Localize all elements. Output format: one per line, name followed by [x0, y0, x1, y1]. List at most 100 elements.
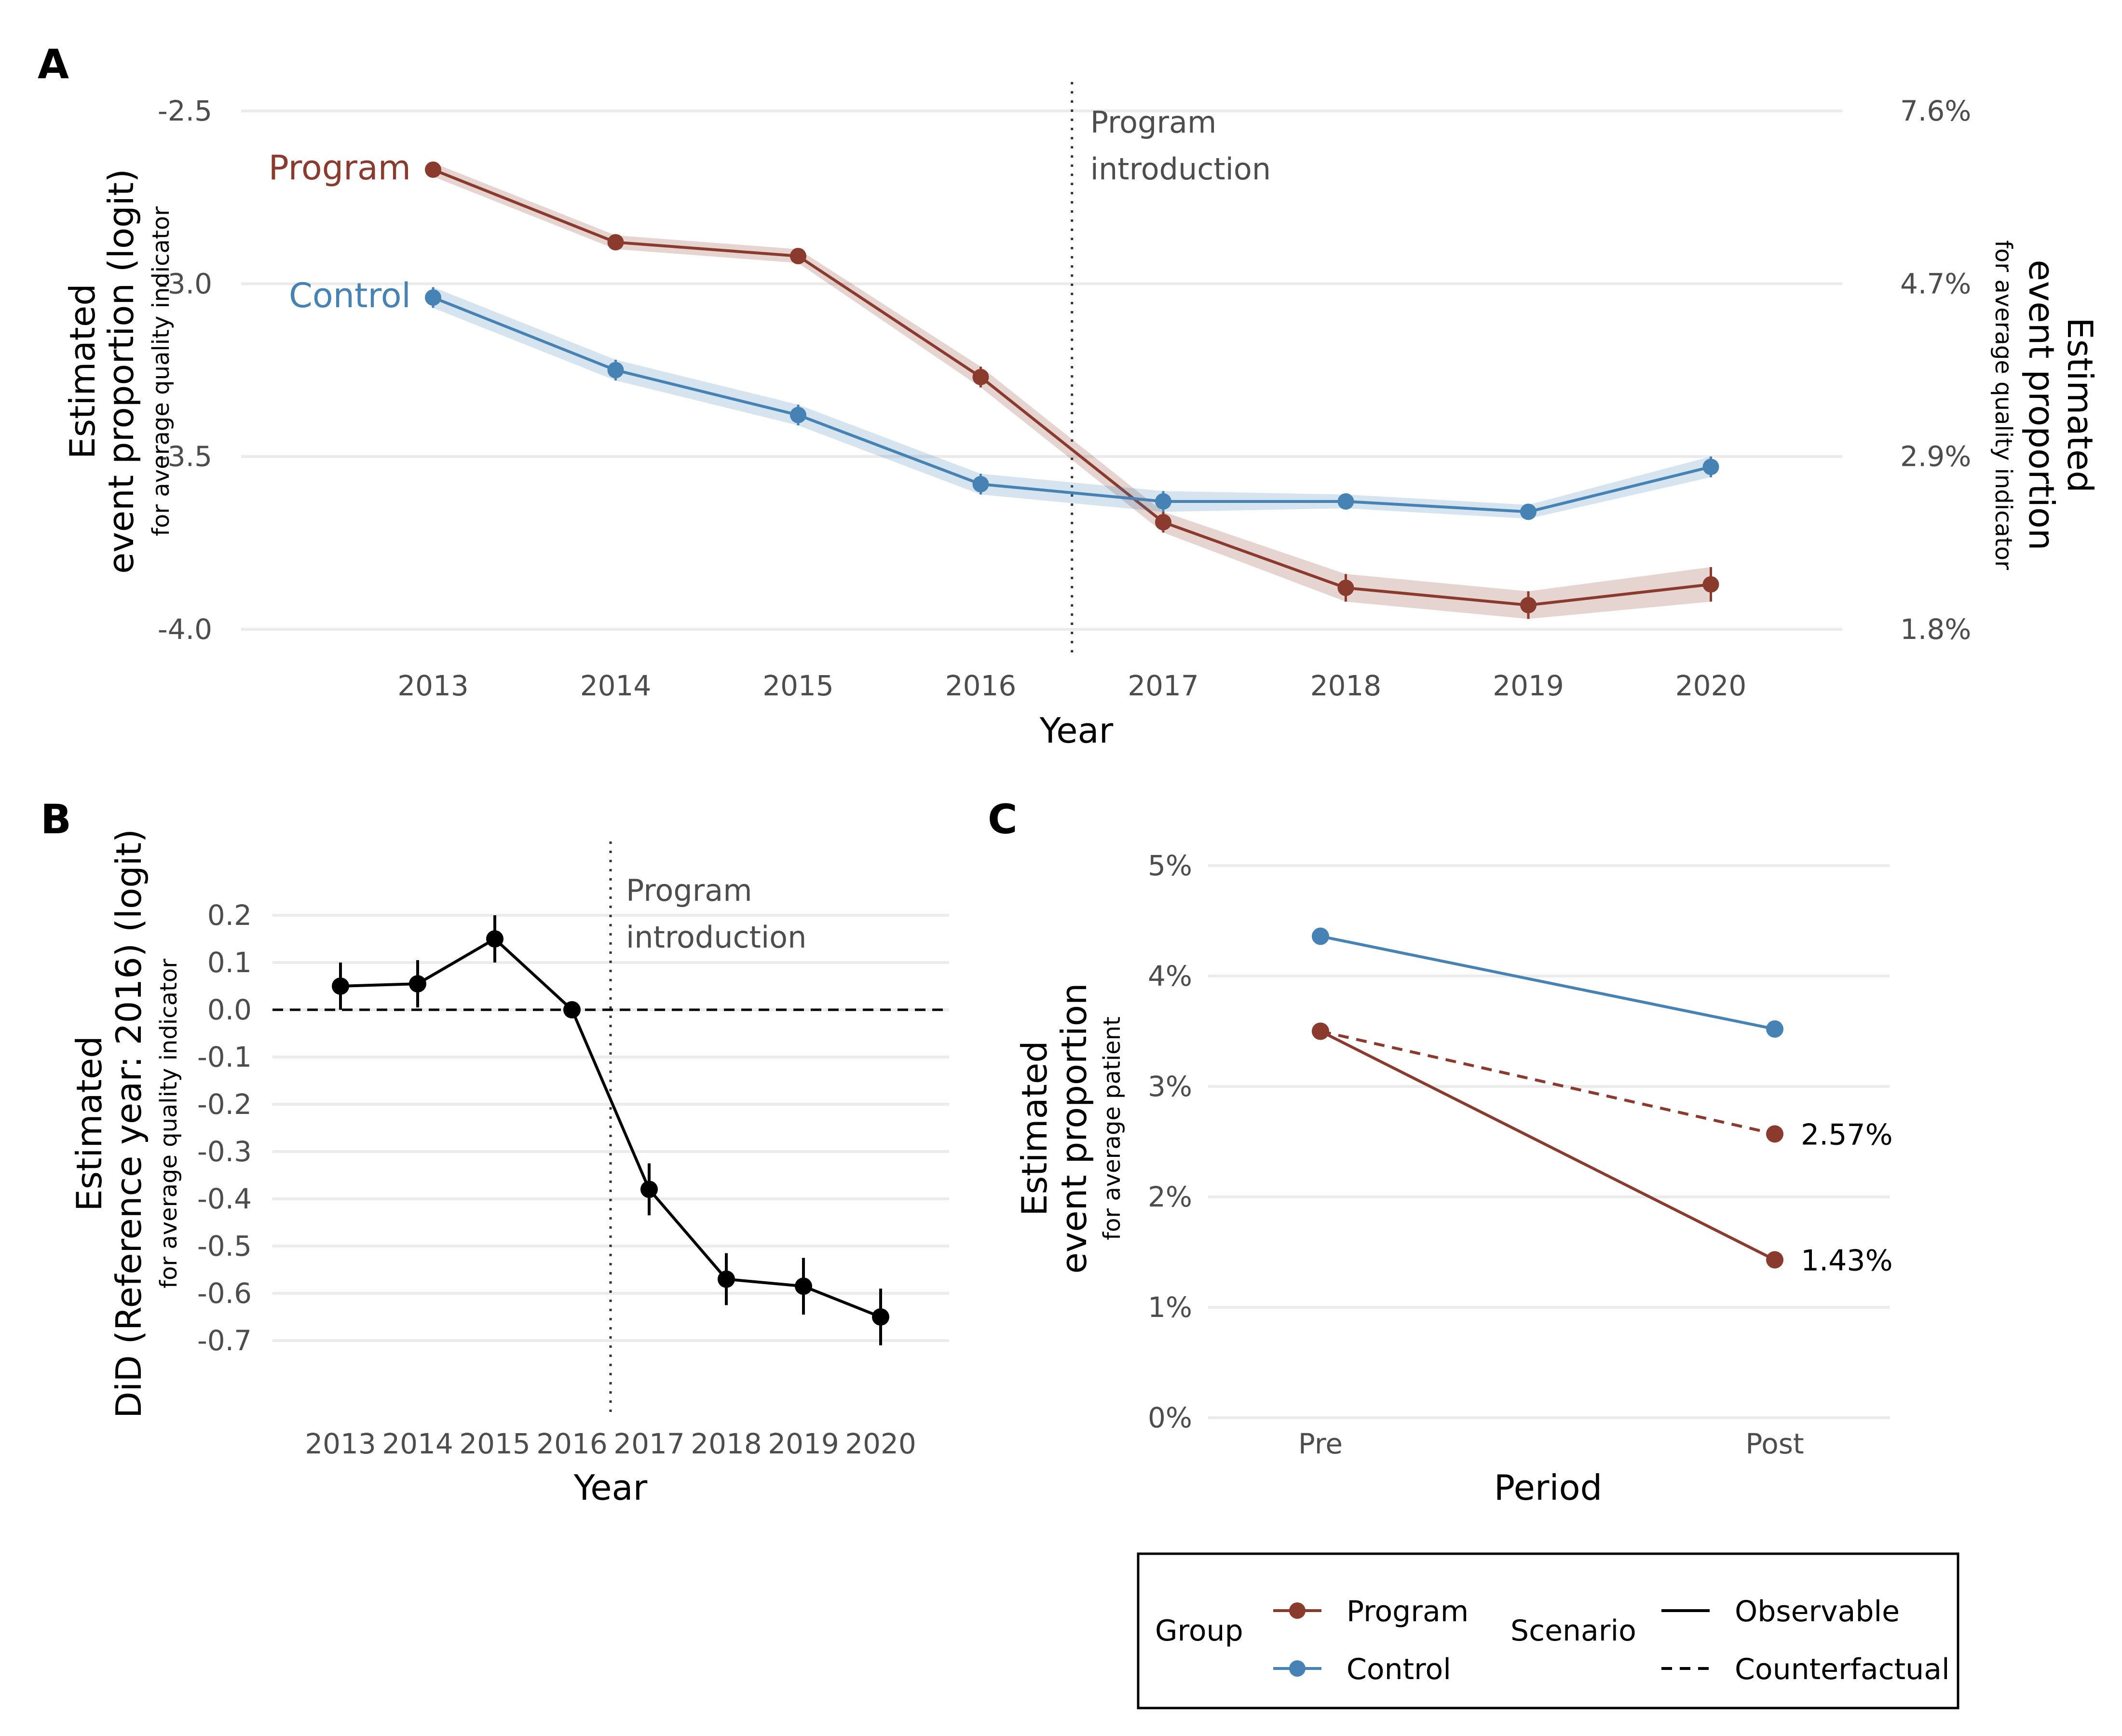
- panel-a-y-right-tick-label: 7.6%: [1900, 95, 1971, 127]
- panel-c-y-tick-label: 3%: [1148, 1070, 1192, 1103]
- panel-c-y-title-sub: for average patient: [1099, 1017, 1126, 1240]
- panel-b-x-axis-title: Year: [573, 1467, 648, 1508]
- panel-a-point-program: [972, 368, 989, 385]
- panel-a-annotation-line1: Program: [1090, 105, 1217, 140]
- panel-c-x-ticks: Pre Post: [1298, 1427, 1804, 1460]
- panel-a-gridlines: [241, 109, 1842, 631]
- panel-label-a: A: [38, 41, 69, 88]
- panel-a-line-program: [432, 168, 1711, 607]
- legend-program-marker: [1289, 1602, 1306, 1619]
- panel-b-y-tick-label: 0.2: [207, 899, 252, 932]
- panel-c-x-axis-title: Period: [1494, 1467, 1603, 1508]
- legend-group-control: Control: [1347, 1653, 1451, 1686]
- legend-group-title: Group: [1155, 1614, 1243, 1648]
- panel-c-point-control-observable: [1766, 1020, 1783, 1038]
- panel-b-y-axis-title: Estimated DiD (Reference year: 2016) (lo…: [69, 829, 182, 1418]
- legend-scenario-counterfactual: Counterfactual: [1735, 1653, 1950, 1686]
- panel-b-x-tick-label: 2020: [845, 1427, 916, 1460]
- panel-b-y-tick-label: 0.0: [207, 993, 252, 1026]
- panel-a-y-axis-title-right: Estimated event proportion for average q…: [1990, 240, 2100, 570]
- panel-b-x-tick-label: 2013: [305, 1427, 376, 1460]
- panel-a-y-right-tick-label: 4.7%: [1900, 267, 1971, 300]
- panel-b-y-tick-label: -0.7: [197, 1324, 252, 1357]
- panel-a-x-tick-label: 2018: [1310, 669, 1382, 702]
- panel-a-y-right-title-line1: Estimated: [2060, 317, 2100, 493]
- panel-c-series: [1312, 927, 1783, 1269]
- panel-b-y-tick-label: -0.6: [197, 1277, 252, 1310]
- panel-a-point-control: [1520, 503, 1537, 520]
- panel-b-y-tick-label: -0.3: [197, 1135, 252, 1168]
- panel-a-y-ticks: -2.5 -3.0 -3.5 -4.0: [158, 95, 212, 646]
- panel-a-x-tick-label: 2017: [1128, 669, 1199, 702]
- panel-c-y-title-line1: Estimated: [1014, 1041, 1055, 1216]
- panel-b-y-tick-label: 0.1: [207, 946, 252, 979]
- legend-group-program: Program: [1347, 1595, 1469, 1628]
- panel-a-point-control: [1155, 493, 1171, 510]
- panel-a-y-tick-label: -2.5: [158, 95, 212, 127]
- panel-b-point: [563, 1001, 581, 1018]
- panel-c-gridlines: [1208, 864, 1890, 1419]
- panel-a-y-right-title-line2: event proportion: [2021, 260, 2062, 551]
- panel-a-point-control: [972, 476, 989, 492]
- panel-b-x-tick-label: 2019: [768, 1427, 839, 1460]
- panel-c-point-control-observable: [1312, 927, 1329, 945]
- panel-a-x-ticks: 2013 2014 2015 2016 2017 2018 2019 2020: [397, 669, 1746, 702]
- panel-b-series: [332, 915, 889, 1345]
- panel-a-y-right-tick-label: 2.9%: [1900, 440, 1971, 473]
- panel-a-point-program: [607, 234, 624, 251]
- panel-b-did-line: [340, 937, 882, 1318]
- panel-c-line-control-observable: [1320, 935, 1775, 1031]
- panel-c-x-tick-label: Pre: [1298, 1427, 1343, 1460]
- panel-b-point: [409, 975, 426, 993]
- legend-scenario-observable: Observable: [1735, 1595, 1900, 1628]
- panel-b-y-tick-label: -0.2: [197, 1088, 252, 1121]
- panel-c-y-axis-title: Estimated event proportion for average p…: [1014, 983, 1126, 1274]
- panel-b-x-tick-label: 2017: [613, 1427, 685, 1460]
- panel-a-point-control: [1337, 493, 1354, 510]
- panel-b-x-tick-label: 2014: [382, 1427, 453, 1460]
- panel-b-x-tick-label: 2016: [536, 1427, 608, 1460]
- panel-b-y-tick-label: -0.4: [197, 1182, 252, 1215]
- panel-a-chart: -2.5-3.0-3.5-4.0 7.6%4.7%2.9%1.8% 2013 20…: [62, 82, 2100, 751]
- panel-c-y-tick-label: 1%: [1148, 1291, 1192, 1324]
- panel-a-line-control: [432, 296, 1712, 514]
- panel-a-point-control: [607, 362, 624, 379]
- panel-a-y-title-line2: event proportion (logit): [101, 169, 141, 574]
- panel-a-ribbon-control: [433, 287, 1711, 519]
- panel-c-y-tick-label: 2%: [1148, 1180, 1192, 1213]
- legend-box: [1137, 1552, 1959, 1709]
- panel-a-y-tick-label: -3.5: [158, 440, 212, 473]
- panel-a-x-tick-label: 2019: [1493, 669, 1564, 702]
- panel-b-point: [332, 977, 349, 995]
- panel-b-y-tick-label: -0.1: [197, 1041, 252, 1073]
- panel-c-y-tick-label: 0%: [1148, 1401, 1192, 1434]
- panel-c-point-program-observable: [1766, 1251, 1783, 1269]
- panel-a-series: [425, 161, 1719, 619]
- panel-b-point: [718, 1270, 735, 1288]
- panel-a-point-control: [790, 407, 806, 423]
- legend-scenario-title: Scenario: [1510, 1614, 1636, 1648]
- panel-a-y-right-tick-label: 1.8%: [1900, 613, 1971, 646]
- panel-c-y-title-line2: event proportion: [1054, 983, 1094, 1274]
- panel-a-point-program: [1702, 576, 1719, 593]
- panel-a-y-right-title-sub: for average quality indicator: [1990, 240, 2017, 570]
- panel-b-annotation-line2: introduction: [626, 920, 806, 955]
- legend: Group Program Control Scenario Observabl…: [1137, 1552, 1959, 1709]
- panel-c-chart: 5%4%3%2%1%0% Pre Post 2.57% 1.43% Period …: [1014, 849, 1893, 1508]
- panel-c-line-program-counterfactual: [1320, 1030, 1775, 1136]
- panel-b-point: [872, 1308, 889, 1326]
- panel-a-y-tick-label: -4.0: [158, 613, 212, 646]
- panel-c-point-program-counterfactual: [1766, 1125, 1783, 1143]
- panel-b-y-title-line1: Estimated: [69, 1036, 109, 1211]
- panel-a-x-tick-label: 2015: [762, 669, 834, 702]
- panel-label-c: C: [988, 796, 1018, 843]
- panel-a-point-program: [425, 161, 441, 178]
- panel-a-y-title-sub: for average quality indicator: [148, 206, 175, 536]
- panel-c-data-label-observed: 1.43%: [1801, 1244, 1893, 1278]
- panel-a-point-program: [1337, 580, 1354, 596]
- panel-a-y-ticks-right: 7.6% 4.7% 2.9% 1.8%: [1900, 95, 1971, 646]
- panel-b-point: [640, 1180, 658, 1198]
- panel-a-y-title-line1: Estimated: [62, 284, 103, 459]
- panel-a-x-axis-title: Year: [1039, 710, 1114, 751]
